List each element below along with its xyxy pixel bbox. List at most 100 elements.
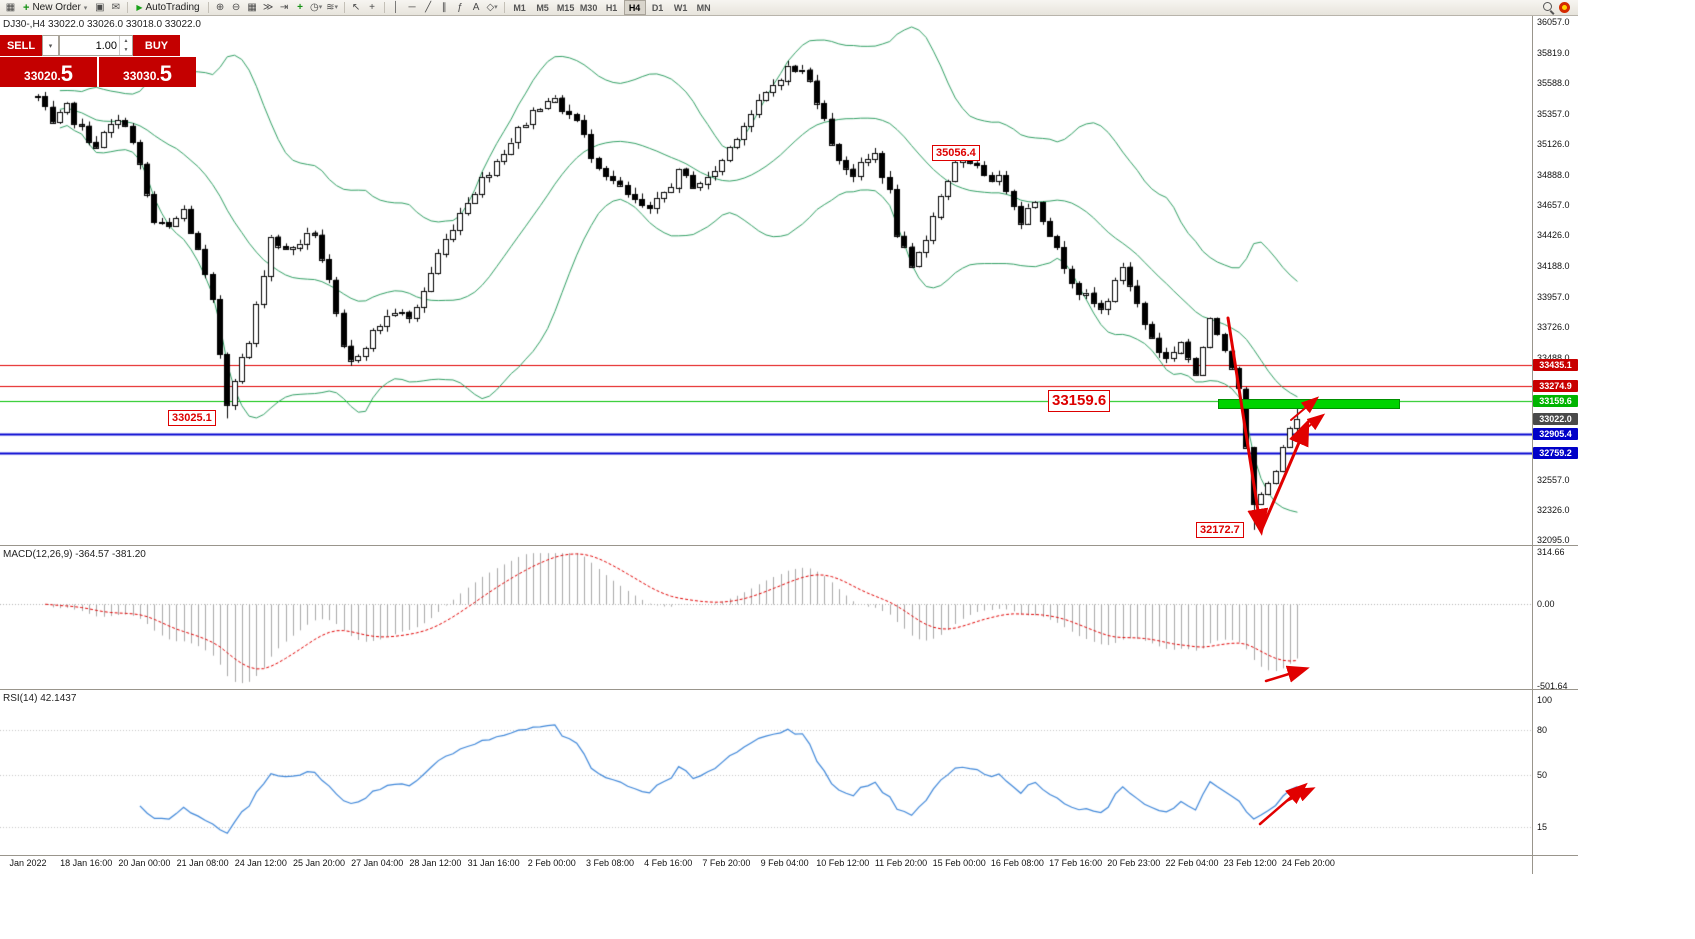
price-callout[interactable]: 35056.4 <box>932 145 980 162</box>
autotrading-label: AutoTrading <box>145 2 200 13</box>
auto-scroll-icon[interactable]: ≫ <box>262 1 274 13</box>
price-chart-canvas[interactable] <box>0 16 1532 546</box>
crosshair-icon[interactable]: + <box>369 1 375 13</box>
timeframe-m30[interactable]: M30 <box>579 2 598 13</box>
caret-down-icon: ▾ <box>83 4 88 12</box>
toolbar: ▦ + New Order ▾ ▣ ✉ ▶ AutoTrading ⊕ ⊖ ▦ ≫ ⇥ + ◷ ▾ ≋ ▾ ↖ + │ ─… <box>0 0 1578 16</box>
timeframe-w1[interactable]: W1 <box>673 2 688 13</box>
axis-label: 33957.0 <box>1537 291 1570 302</box>
macd-indicator-canvas[interactable] <box>0 546 1532 690</box>
caret-down-icon: ▾ <box>318 4 323 11</box>
axis-label: 314.66 <box>1537 547 1565 558</box>
rsi-indicator-canvas[interactable] <box>0 690 1532 856</box>
macd-main-value: -364.57 <box>75 549 110 560</box>
panel-separator[interactable] <box>0 545 1578 546</box>
volume-input[interactable] <box>60 36 119 55</box>
one-click-trading-widget: SELL ▾ ▲ ▼ BUY 33020.5 33030.5 <box>0 35 198 87</box>
fibonacci-icon[interactable]: ƒ <box>457 1 463 13</box>
axis-label: 32557.0 <box>1537 474 1570 485</box>
vertical-line-icon[interactable]: │ <box>392 1 400 13</box>
rsi-value: 42.1437 <box>40 693 77 704</box>
timeframe-d1[interactable]: D1 <box>651 2 664 13</box>
zoom-out-icon[interactable]: ⊖ <box>231 1 241 13</box>
timeframe-m5[interactable]: M5 <box>536 2 549 13</box>
timeframe-m15[interactable]: M15 <box>556 2 575 13</box>
toolbar-separator <box>127 2 129 13</box>
caret-down-icon: ▾ <box>334 4 339 11</box>
time-axis-label: 24 Jan 12:00 <box>234 858 287 868</box>
buy-price-panel[interactable]: 33030. 5 <box>99 57 196 87</box>
time-axis-label: 4 Feb 16:00 <box>644 858 693 868</box>
trendline-icon[interactable]: ╱ <box>425 1 432 13</box>
price-axis-badge: 32905.4 <box>1533 428 1578 441</box>
timeframe-h4[interactable]: H4 <box>623 0 646 15</box>
time-axis-label: 25 Jan 20:00 <box>292 858 346 868</box>
panel-separator[interactable] <box>0 689 1578 690</box>
time-axis-label: 20 Jan 00:00 <box>118 858 171 868</box>
templates-icon[interactable]: ≋ ▾ <box>326 1 339 13</box>
timeframe-h1[interactable]: H1 <box>605 2 618 13</box>
axis-label: 33726.0 <box>1537 321 1570 332</box>
axis-label: 100 <box>1537 695 1553 705</box>
time-axis-label: 21 Jan 08:00 <box>176 858 229 868</box>
alerts-icon[interactable]: ✉ <box>111 1 120 13</box>
chart-shift-icon[interactable]: ⇥ <box>279 1 289 13</box>
axis-label: 34888.0 <box>1537 169 1570 180</box>
zoom-in-icon[interactable]: ⊕ <box>215 1 225 13</box>
price-callout[interactable]: 33025.1 <box>168 410 216 427</box>
play-icon: ▶ <box>136 3 143 12</box>
axis-label: 34657.0 <box>1537 200 1570 211</box>
timeframe-m1[interactable]: M1 <box>513 2 526 13</box>
stepper-down-icon[interactable]: ▼ <box>123 47 129 54</box>
buy-price: 33030. <box>123 69 160 83</box>
status-icon[interactable] <box>1559 2 1570 13</box>
charts-grid-icon[interactable]: ▦ <box>5 1 16 13</box>
stepper-up-icon[interactable]: ▲ <box>123 37 129 44</box>
buy-button[interactable]: BUY <box>133 35 180 56</box>
time-axis-label: 16 Feb 08:00 <box>990 858 1044 868</box>
time-axis-label: 3 Feb 08:00 <box>585 858 635 868</box>
order-type-dropdown[interactable]: ▾ <box>42 35 59 56</box>
axis-label: 35357.0 <box>1537 108 1570 119</box>
price-callout[interactable]: 33159.6 <box>1048 390 1111 412</box>
channel-icon[interactable]: ∥ <box>441 1 447 13</box>
volume-stepper[interactable]: ▲ ▼ <box>119 36 132 55</box>
axis-label: 35819.0 <box>1537 48 1570 59</box>
time-axis-label: 2 Feb 00:00 <box>527 858 576 868</box>
axis-label: 35126.0 <box>1537 138 1570 149</box>
time-axis-label: 10 Feb 12:00 <box>816 858 870 868</box>
timeframe-mn[interactable]: MN <box>696 2 711 13</box>
price-axis-badge: 33435.1 <box>1533 358 1578 371</box>
time-axis-label: 31 Jan 16:00 <box>467 858 520 868</box>
time-axis-label: 28 Jan 12:00 <box>409 858 462 868</box>
new-order-button[interactable]: + New Order ▾ <box>19 1 91 15</box>
autotrading-button[interactable]: ▶ AutoTrading <box>132 1 203 15</box>
price-callout[interactable]: 32172.7 <box>1196 522 1244 539</box>
sell-button[interactable]: SELL <box>0 35 42 56</box>
time-axis-label: Jan 2022 <box>9 858 47 868</box>
search-icon[interactable] <box>1541 1 1556 15</box>
caret-down-icon: ▾ <box>494 4 498 11</box>
time-axis-label: 22 Feb 04:00 <box>1165 858 1219 868</box>
volume-field: ▲ ▼ <box>59 35 133 56</box>
horizontal-line-icon[interactable]: ─ <box>408 1 416 13</box>
price-axis-badge: 33274.9 <box>1533 379 1578 392</box>
new-chart-icon[interactable]: + <box>297 1 303 13</box>
periods-icon[interactable]: ◷ ▾ <box>309 1 323 13</box>
tile-windows-icon[interactable]: ▦ <box>247 1 257 13</box>
macd-name: MACD(12,26,9) <box>3 549 73 560</box>
time-axis-label: 7 Feb 20:00 <box>702 858 751 868</box>
support-zone-rectangle[interactable] <box>1218 399 1400 409</box>
chart-window-icon[interactable]: ▣ <box>95 1 105 13</box>
cursor-icon[interactable]: ↖ <box>351 1 361 13</box>
sell-price-panel[interactable]: 33020. 5 <box>0 57 97 87</box>
magnifier-glyph <box>1542 1 1555 14</box>
time-axis-border <box>0 855 1578 856</box>
text-icon[interactable]: A <box>472 1 480 13</box>
price-axis-badge: 33159.6 <box>1533 394 1578 407</box>
shapes-icon[interactable]: ◇ ▾ <box>486 1 498 13</box>
time-axis-label: 11 Feb 20:00 <box>874 858 928 868</box>
axis-label: 35588.0 <box>1537 78 1570 89</box>
price-axis-border <box>1532 16 1533 874</box>
sell-price-pips: 5 <box>60 61 73 86</box>
